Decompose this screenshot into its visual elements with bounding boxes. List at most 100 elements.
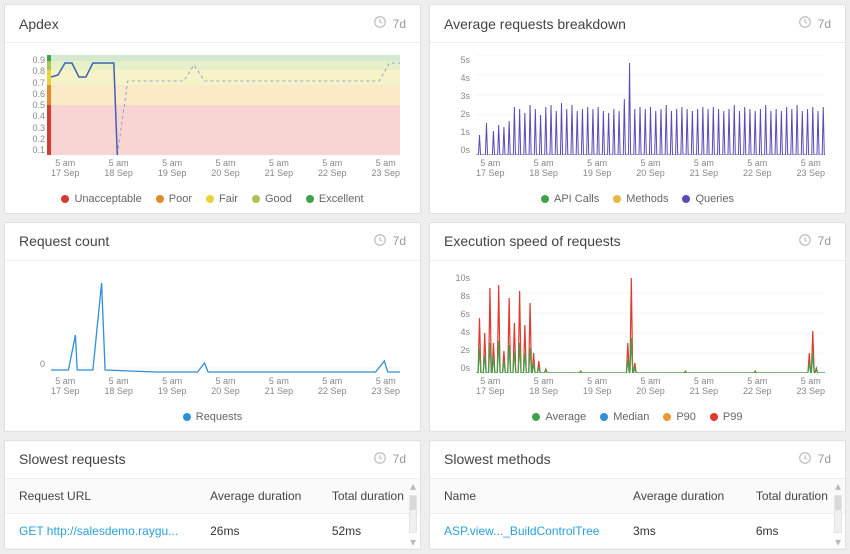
timerange-label[interactable]: 7d [818, 17, 831, 31]
col-avg-duration[interactable]: Average duration [619, 479, 742, 514]
legend-dot-icon [156, 195, 164, 203]
legend-item[interactable]: Requests [183, 411, 242, 423]
legend-item[interactable]: Poor [156, 193, 192, 205]
legend-label: Average [545, 411, 586, 423]
slowest-requests-table: Request URL Average duration Total durat… [5, 479, 420, 549]
avg-requests-chart: 5s4s3s2s1s0s [446, 55, 829, 155]
scroll-up-icon[interactable]: ▴ [410, 479, 416, 493]
clock-icon [373, 451, 387, 468]
x-tick: 5 am23 Sep [371, 377, 400, 397]
x-tick: 5 am18 Sep [529, 159, 558, 179]
clock-icon [798, 233, 812, 250]
timerange-label[interactable]: 7d [393, 234, 406, 248]
scroll-up-icon[interactable]: ▴ [835, 479, 841, 493]
card-header: Slowest methods 7d [430, 441, 845, 479]
scrollbar[interactable]: ▴ ▾ [408, 479, 418, 549]
legend-dot-icon [600, 413, 608, 421]
x-tick: 5 am19 Sep [158, 159, 187, 179]
legend-item[interactable]: Excellent [306, 193, 364, 205]
timerange-label[interactable]: 7d [393, 17, 406, 31]
card-title: Slowest methods [444, 451, 551, 467]
x-tick: 5 am22 Sep [743, 159, 772, 179]
col-request-url[interactable]: Request URL [5, 479, 196, 514]
legend-label: Median [613, 411, 649, 423]
legend-label: API Calls [554, 193, 599, 205]
x-tick: 5 am23 Sep [796, 377, 825, 397]
x-tick: 5 am22 Sep [743, 377, 772, 397]
scrollbar[interactable]: ▴ ▾ [833, 479, 843, 549]
card-apdex: Apdex 7d 0.90.80.70.60.50.40.30.20.1 5 a… [4, 4, 421, 214]
scroll-down-icon[interactable]: ▾ [835, 535, 841, 549]
card-header: Apdex 7d [5, 5, 420, 43]
legend-label: Good [265, 193, 292, 205]
legend-label: Unacceptable [74, 193, 141, 205]
card-title: Execution speed of requests [444, 233, 621, 249]
legend-item[interactable]: Good [252, 193, 292, 205]
x-tick: 5 am21 Sep [690, 159, 719, 179]
timerange-label[interactable]: 7d [393, 452, 406, 466]
apdex-chart: 0.90.80.70.60.50.40.30.20.1 [21, 55, 404, 155]
card-title: Apdex [19, 16, 59, 32]
legend-dot-icon [206, 195, 214, 203]
card-title: Slowest requests [19, 451, 126, 467]
legend-item[interactable]: P99 [710, 411, 743, 423]
x-tick: 5 am17 Sep [476, 377, 505, 397]
col-total-duration[interactable]: Total duration [742, 479, 845, 514]
col-avg-duration[interactable]: Average duration [196, 479, 318, 514]
legend-dot-icon [613, 195, 621, 203]
x-tick: 5 am19 Sep [583, 159, 612, 179]
x-tick: 5 am20 Sep [636, 377, 665, 397]
request-count-chart: 0 [21, 273, 404, 373]
legend-dot-icon [541, 195, 549, 203]
legend-dot-icon [532, 413, 540, 421]
avg-duration-cell: 26ms [196, 513, 318, 548]
total-duration-cell: 6ms [742, 513, 845, 548]
x-tick: 5 am18 Sep [104, 377, 133, 397]
total-duration-cell: 52ms [318, 513, 420, 548]
x-tick: 5 am21 Sep [265, 159, 294, 179]
card-header: Average requests breakdown 7d [430, 5, 845, 43]
legend-item[interactable]: API Calls [541, 193, 599, 205]
x-tick: 5 am20 Sep [636, 159, 665, 179]
x-tick: 5 am21 Sep [690, 377, 719, 397]
x-tick: 5 am17 Sep [51, 377, 80, 397]
legend-item[interactable]: Median [600, 411, 649, 423]
legend-item[interactable]: Fair [206, 193, 238, 205]
legend-label: Queries [695, 193, 734, 205]
exec-speed-chart: 10s8s6s4s2s0s [446, 273, 829, 373]
legend-dot-icon [252, 195, 260, 203]
scroll-down-icon[interactable]: ▾ [410, 535, 416, 549]
legend-dot-icon [183, 413, 191, 421]
x-tick: 5 am17 Sep [51, 159, 80, 179]
slowest-requests-table-wrap: Request URL Average duration Total durat… [5, 479, 420, 549]
card-slowest-requests: Slowest requests 7d Request URL Average … [4, 440, 421, 550]
legend-item[interactable]: P90 [663, 411, 696, 423]
timerange-label[interactable]: 7d [818, 452, 831, 466]
x-tick: 5 am18 Sep [529, 377, 558, 397]
col-name[interactable]: Name [430, 479, 619, 514]
x-tick: 5 am18 Sep [104, 159, 133, 179]
legend-label: P90 [676, 411, 696, 423]
clock-icon [798, 451, 812, 468]
card-request-count: Request count 7d 0 5 am17 Sep5 am18 Sep5… [4, 222, 421, 432]
legend-label: Requests [196, 411, 242, 423]
x-tick: 5 am19 Sep [583, 377, 612, 397]
legend-dot-icon [663, 413, 671, 421]
legend-item[interactable]: Methods [613, 193, 668, 205]
x-tick: 5 am17 Sep [476, 159, 505, 179]
clock-icon [373, 15, 387, 32]
timerange-label[interactable]: 7d [818, 234, 831, 248]
legend-dot-icon [710, 413, 718, 421]
x-tick: 5 am23 Sep [796, 159, 825, 179]
card-exec-speed: Execution speed of requests 7d 10s8s6s4s… [429, 222, 846, 432]
slowest-methods-table-wrap: Name Average duration Total duration ASP… [430, 479, 845, 549]
legend-dot-icon [61, 195, 69, 203]
legend-dot-icon [306, 195, 314, 203]
legend-label: Poor [169, 193, 192, 205]
legend-item[interactable]: Unacceptable [61, 193, 141, 205]
legend-item[interactable]: Queries [682, 193, 734, 205]
x-tick: 5 am19 Sep [158, 377, 187, 397]
legend-item[interactable]: Average [532, 411, 586, 423]
col-total-duration[interactable]: Total duration [318, 479, 420, 514]
card-slowest-methods: Slowest methods 7d Name Average duration… [429, 440, 846, 550]
